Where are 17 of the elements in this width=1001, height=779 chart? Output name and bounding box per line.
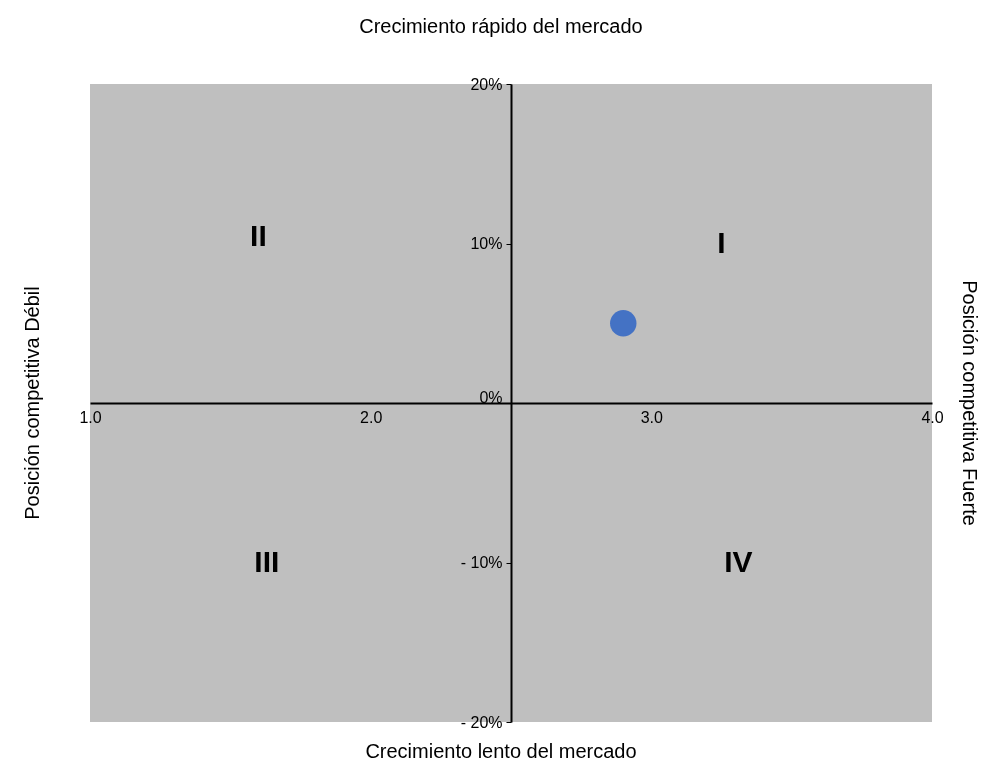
y-tick-label: 20% [470, 75, 503, 93]
y-tick-label: - 10% [460, 554, 503, 571]
y-tick-label: 0% [479, 388, 503, 406]
y-axis-title: Posición competitiva Débil [21, 286, 43, 520]
x-tick-label: 1.0 [79, 408, 102, 426]
x-tick-label: 2.0 [360, 408, 383, 426]
y-tick-label: 10% [470, 235, 503, 252]
annotation: I [717, 225, 726, 259]
x-tick-label: 4.0 [921, 408, 944, 426]
annotation: IV [724, 544, 753, 578]
annotation: III [254, 544, 280, 578]
chart-title: Crecimiento rápido del mercado [359, 15, 643, 37]
x-axis-title: Crecimiento lento del mercado [365, 740, 637, 762]
annotation: II [250, 219, 267, 253]
y-tick-label: - 20% [460, 713, 503, 731]
y2-axis-title: Posición competitiva Fuerte [959, 280, 981, 526]
x-tick-label: 3.0 [640, 408, 664, 426]
